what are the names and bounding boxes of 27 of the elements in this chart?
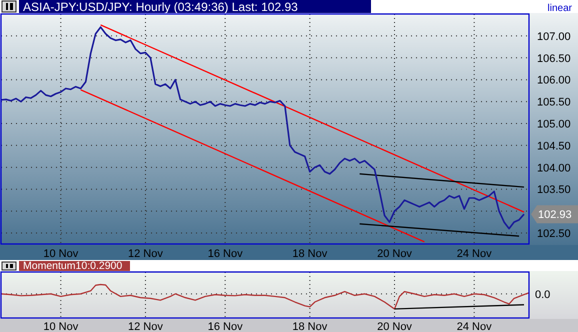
x-tick-label: 12 Nov [128, 248, 164, 260]
x-tick-label: 24 Nov [456, 248, 492, 260]
x-tick-label: 20 Nov [377, 248, 412, 260]
y-tick-label: 104.50 [537, 140, 571, 152]
x-tick-label: 18 Nov [292, 248, 328, 260]
x-tick-label: 18 Nov [292, 321, 328, 332]
line-series [0, 26, 525, 230]
x-tick-label: 20 Nov [377, 321, 412, 332]
y-tick-label: 105.50 [537, 96, 571, 109]
y-tick-label: 102.50 [537, 228, 571, 240]
chart-title: ASIA-JPY:USD/JPY: Hourly (03:49:36) Last: 102.93 [23, 0, 298, 14]
text: linear [548, 3, 573, 14]
y-tick-label: 103.50 [537, 184, 571, 196]
x-tick-label: 24 Nov [456, 321, 492, 332]
y-tick-label: 106.50 [537, 52, 571, 65]
ref-line-label: 0.0 [535, 288, 550, 301]
x-tick-label: 10 Nov [43, 248, 79, 260]
x-tick-label: 10 Nov [43, 321, 79, 332]
y-tick-label: 107.00 [537, 30, 571, 43]
y-tick-label: 104.00 [537, 162, 571, 174]
x-tick-label: 16 Nov [208, 321, 244, 332]
y-tick-label: 105.00 [537, 118, 571, 131]
text: 102.93 [538, 209, 572, 222]
x-tick-label: 12 Nov [128, 321, 164, 332]
chart-title: Momentum10:0.2900 [23, 260, 122, 272]
y-tick-label: 106.00 [537, 74, 571, 87]
x-tick-label: 16 Nov [208, 248, 244, 260]
